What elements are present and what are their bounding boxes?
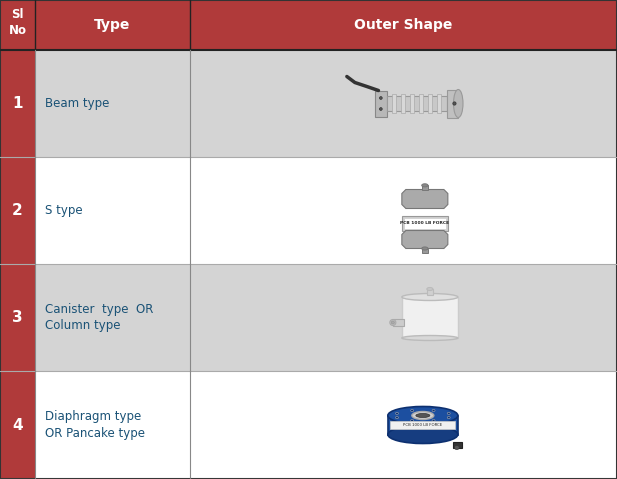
Bar [393,319,404,326]
Ellipse shape [412,411,434,420]
Bar [422,185,428,190]
Bar [375,91,387,116]
Ellipse shape [411,420,413,422]
Bar [0,157,35,264]
Bar [390,421,455,429]
Text: S type: S type [45,204,83,217]
Text: 1: 1 [12,96,23,111]
Bar [35,264,190,371]
Ellipse shape [416,413,430,418]
Bar [410,94,414,113]
Bar [35,50,190,157]
Ellipse shape [402,294,458,300]
Ellipse shape [411,410,413,411]
Ellipse shape [422,247,428,250]
Bar [447,90,458,117]
Text: 4: 4 [12,418,23,433]
Ellipse shape [447,412,450,414]
Ellipse shape [447,417,450,419]
Polygon shape [402,190,448,208]
Ellipse shape [432,410,435,411]
Text: Outer Shape: Outer Shape [354,18,453,32]
Bar [387,96,447,111]
Bar [402,297,458,338]
Ellipse shape [427,287,433,290]
Bar [0,0,617,50]
Ellipse shape [395,417,399,419]
Ellipse shape [432,420,435,422]
Bar [419,94,423,113]
Bar [190,371,617,479]
Ellipse shape [395,412,399,414]
Text: Sl
No: Sl No [9,8,27,36]
Bar [453,442,462,447]
Ellipse shape [422,184,428,187]
Text: 2: 2 [12,203,23,218]
Bar [190,157,617,264]
Bar [190,264,617,371]
Bar [422,249,428,252]
Ellipse shape [454,445,459,449]
Ellipse shape [388,425,458,444]
Bar [428,94,432,113]
Bar [401,94,405,113]
Text: Diaphragm type
OR Pancake type: Diaphragm type OR Pancake type [45,410,145,440]
Bar [190,50,617,157]
Ellipse shape [453,102,456,105]
Ellipse shape [379,97,382,99]
Bar [0,371,35,479]
Text: 3: 3 [12,310,23,325]
Bar [404,217,446,228]
Text: PCB 1000 LB FORCE: PCB 1000 LB FORCE [404,423,442,427]
Ellipse shape [402,335,458,341]
Ellipse shape [453,90,463,117]
Bar [0,264,35,371]
Ellipse shape [391,321,394,324]
Polygon shape [402,230,448,249]
Bar [388,415,458,434]
Bar [402,216,448,230]
Bar [35,157,190,264]
Text: Type: Type [94,18,131,32]
Bar [392,94,396,113]
Text: Beam type: Beam type [45,97,109,110]
Bar [35,371,190,479]
Bar [0,50,35,157]
Ellipse shape [379,108,382,110]
Text: PCB 1000 LB FORCE: PCB 1000 LB FORCE [400,221,449,225]
Bar [427,289,433,295]
Ellipse shape [388,407,458,424]
Bar [437,94,441,113]
Text: Canister  type  OR
Column type: Canister type OR Column type [45,303,154,332]
Ellipse shape [390,319,396,326]
